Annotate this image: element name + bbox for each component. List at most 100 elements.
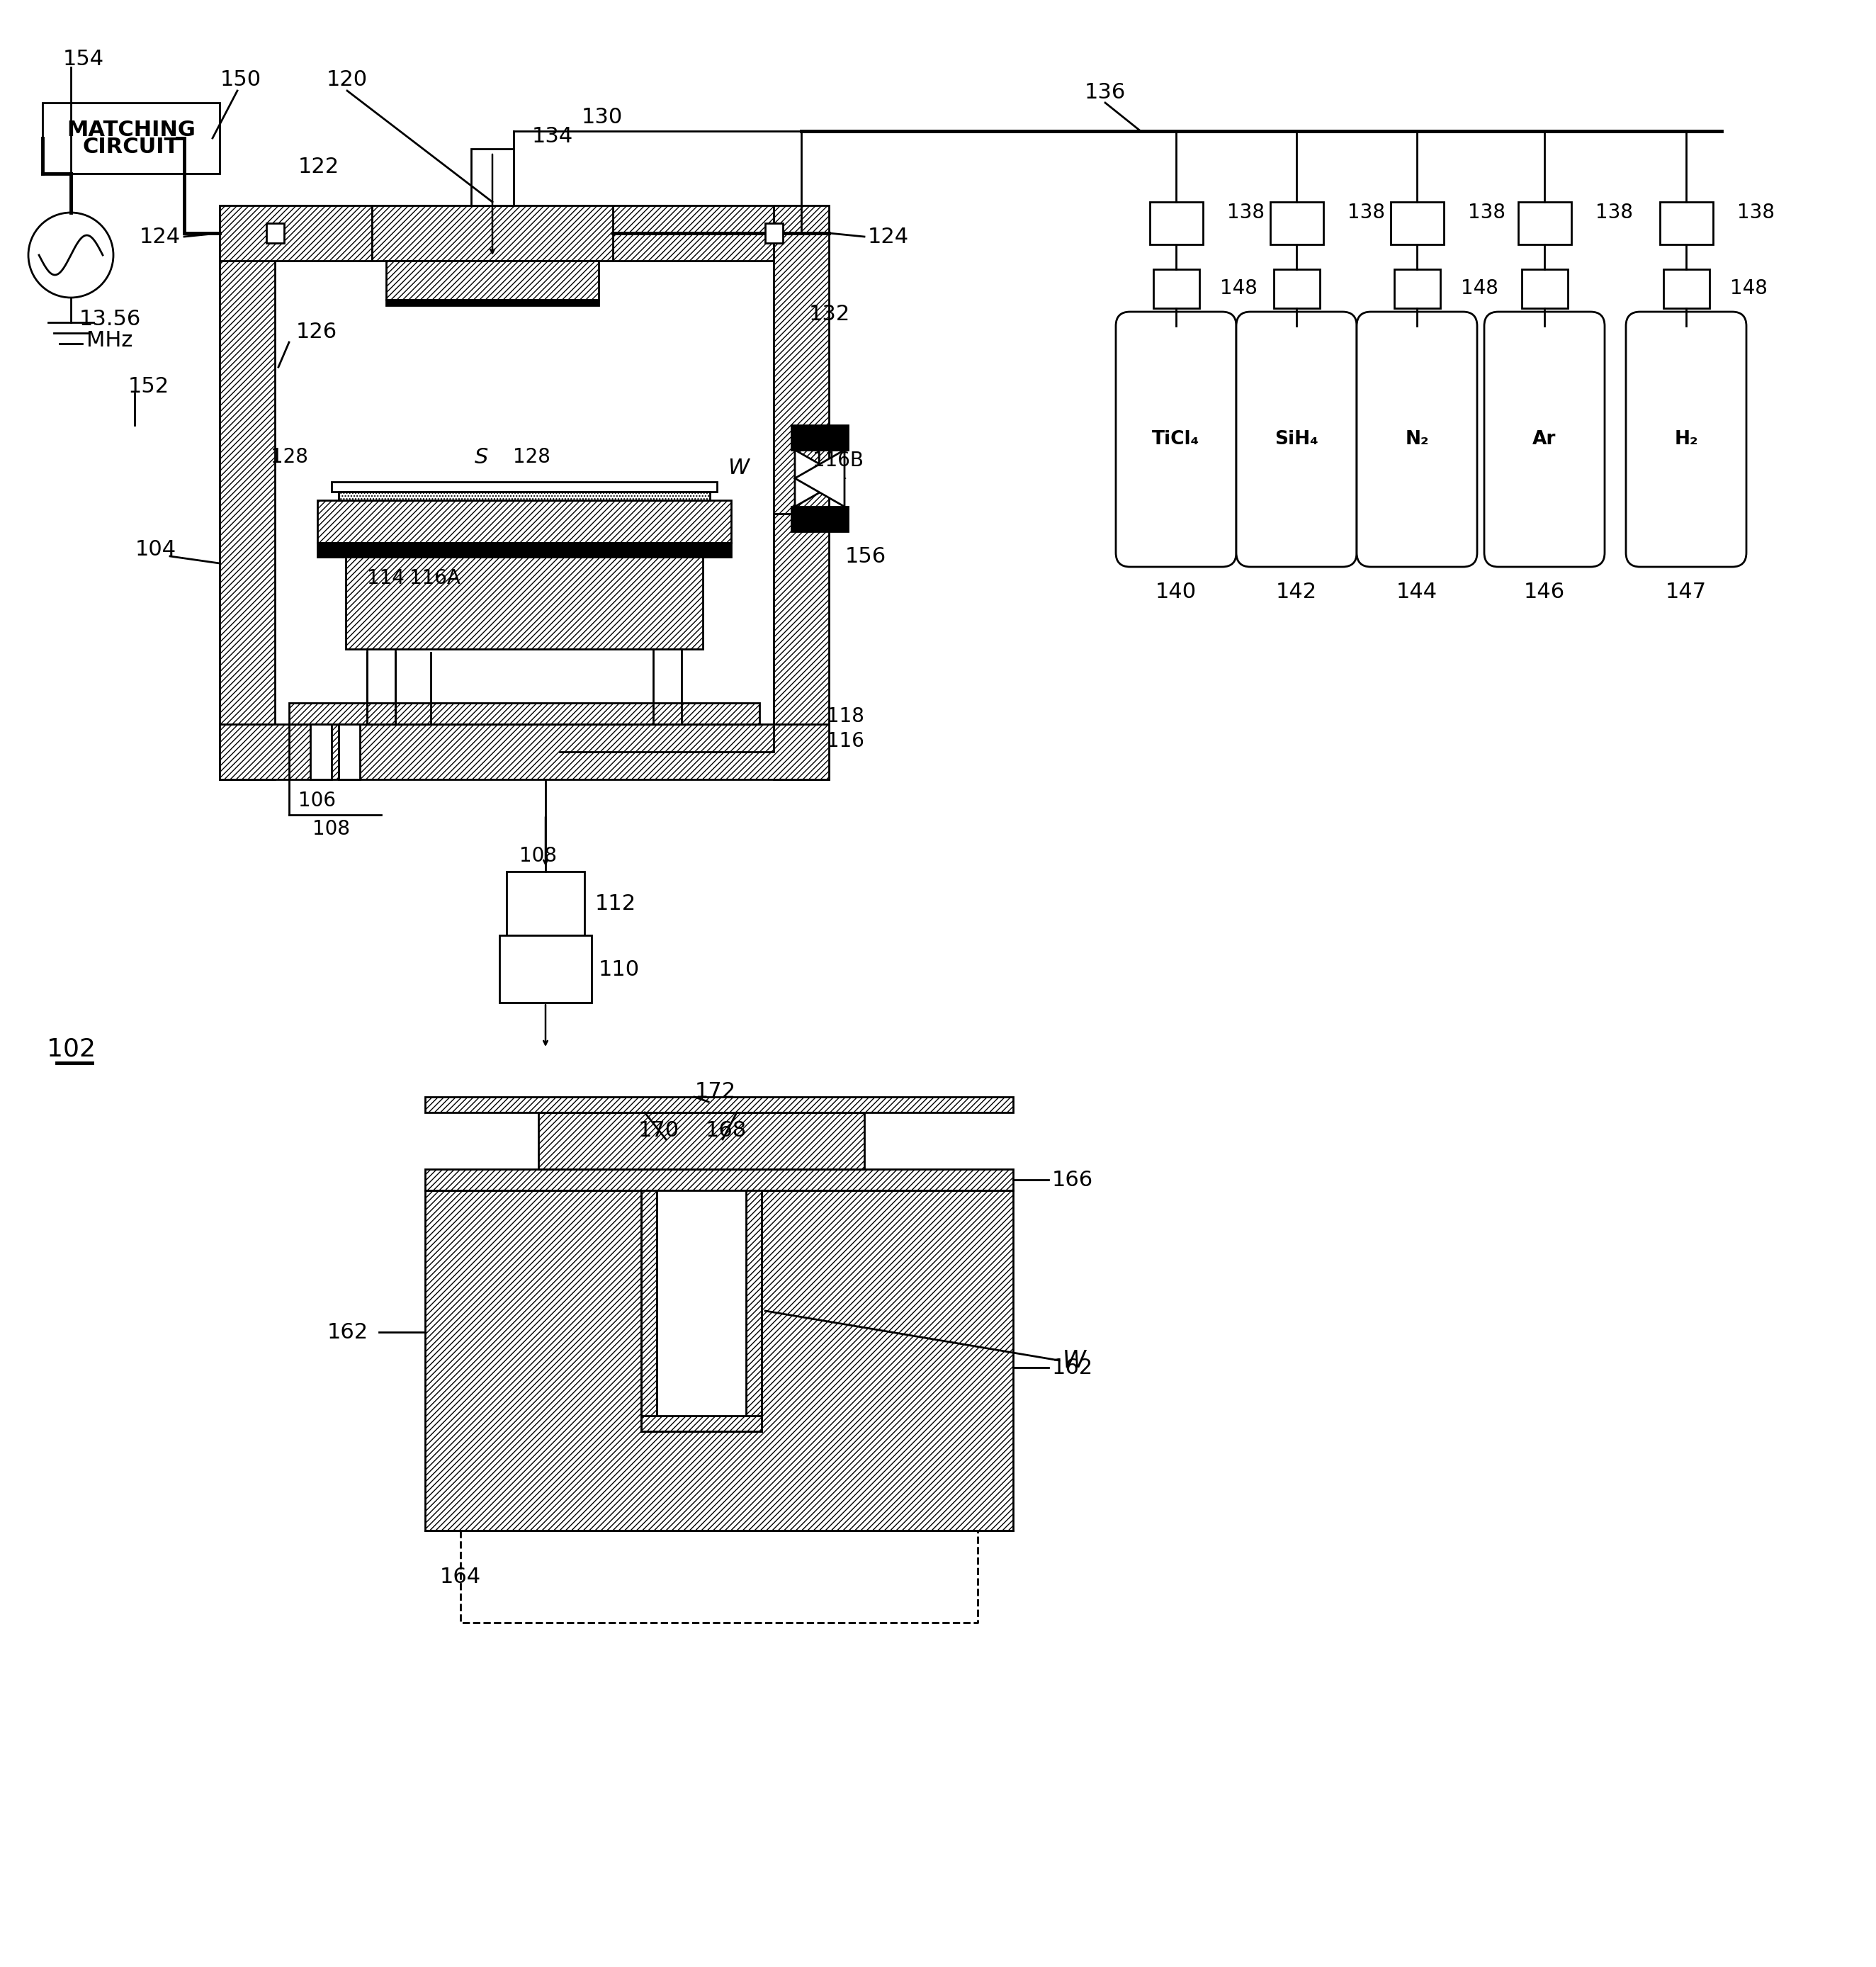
Bar bbox=[1150, 203, 1203, 244]
Text: 118: 118 bbox=[827, 706, 865, 726]
Bar bbox=[289, 702, 760, 724]
Text: 108: 108 bbox=[520, 846, 557, 865]
Bar bbox=[538, 1113, 865, 1168]
Text: 126: 126 bbox=[296, 321, 338, 342]
Bar bbox=[613, 205, 773, 262]
FancyBboxPatch shape bbox=[1236, 313, 1356, 566]
Bar bbox=[642, 1190, 762, 1432]
Bar bbox=[219, 205, 276, 779]
FancyBboxPatch shape bbox=[1626, 313, 1747, 566]
FancyBboxPatch shape bbox=[1484, 313, 1604, 566]
Text: 130: 130 bbox=[582, 106, 623, 128]
Text: 136: 136 bbox=[1084, 83, 1126, 102]
Text: TiCl₄: TiCl₄ bbox=[1152, 431, 1201, 448]
Bar bbox=[43, 102, 219, 173]
Text: 124: 124 bbox=[139, 226, 180, 248]
Bar bbox=[426, 1190, 1013, 1530]
Text: 162: 162 bbox=[326, 1322, 368, 1341]
Text: 104: 104 bbox=[135, 539, 176, 559]
Bar bbox=[371, 205, 613, 262]
Text: 124: 124 bbox=[869, 226, 910, 248]
Text: 138: 138 bbox=[1595, 203, 1632, 222]
Bar bbox=[1518, 203, 1572, 244]
Bar bbox=[747, 1190, 762, 1432]
Bar bbox=[386, 299, 598, 305]
Bar bbox=[642, 1190, 657, 1432]
Bar bbox=[310, 724, 332, 779]
Text: MHz: MHz bbox=[86, 330, 133, 350]
Text: 148: 148 bbox=[1219, 279, 1257, 299]
Text: S: S bbox=[475, 447, 488, 468]
Text: 132: 132 bbox=[809, 303, 850, 325]
Bar bbox=[426, 1098, 1013, 1113]
Bar bbox=[1154, 269, 1199, 309]
Bar bbox=[317, 500, 732, 543]
Bar bbox=[340, 492, 709, 500]
Text: 164: 164 bbox=[439, 1566, 480, 1587]
Bar bbox=[773, 205, 829, 779]
Text: 122: 122 bbox=[298, 155, 340, 177]
Bar bbox=[219, 724, 829, 779]
Text: 147: 147 bbox=[1666, 582, 1707, 602]
Bar bbox=[317, 543, 732, 557]
Text: CIRCUIT: CIRCUIT bbox=[83, 136, 180, 157]
Bar bbox=[426, 1168, 1013, 1190]
Text: 152: 152 bbox=[128, 376, 169, 397]
Bar bbox=[1664, 269, 1709, 309]
Text: 172: 172 bbox=[694, 1082, 735, 1102]
Text: H₂: H₂ bbox=[1673, 431, 1698, 448]
Text: 156: 156 bbox=[846, 547, 885, 566]
Text: 134: 134 bbox=[533, 126, 574, 146]
Bar bbox=[340, 724, 360, 779]
Text: W: W bbox=[1062, 1349, 1086, 1373]
Text: 120: 120 bbox=[326, 69, 368, 90]
Bar bbox=[266, 222, 283, 244]
Text: 148: 148 bbox=[1730, 279, 1767, 299]
Bar bbox=[345, 557, 704, 649]
Text: 112: 112 bbox=[595, 893, 636, 915]
Bar bbox=[219, 205, 371, 262]
FancyBboxPatch shape bbox=[1116, 313, 1236, 566]
Bar bbox=[332, 482, 717, 492]
Text: 138: 138 bbox=[1467, 203, 1505, 222]
Text: 138: 138 bbox=[1347, 203, 1384, 222]
Bar bbox=[499, 936, 591, 1003]
Bar bbox=[792, 425, 848, 450]
Text: 110: 110 bbox=[598, 960, 640, 980]
Text: 140: 140 bbox=[1156, 582, 1197, 602]
Text: 142: 142 bbox=[1276, 582, 1317, 602]
Text: 146: 146 bbox=[1523, 582, 1565, 602]
Text: 128: 128 bbox=[270, 447, 308, 466]
Polygon shape bbox=[795, 450, 844, 507]
Bar bbox=[657, 1190, 747, 1416]
Bar bbox=[792, 507, 848, 531]
Bar bbox=[1521, 269, 1568, 309]
Text: 138: 138 bbox=[1737, 203, 1775, 222]
Bar bbox=[1390, 203, 1445, 244]
Text: Ar: Ar bbox=[1533, 431, 1557, 448]
Text: 116B: 116B bbox=[812, 450, 863, 470]
Bar bbox=[1270, 203, 1323, 244]
Text: 108: 108 bbox=[313, 818, 351, 840]
Text: 154: 154 bbox=[64, 49, 105, 69]
FancyBboxPatch shape bbox=[1356, 313, 1476, 566]
Bar bbox=[765, 222, 782, 244]
Text: 166: 166 bbox=[1052, 1170, 1094, 1190]
Text: 150: 150 bbox=[219, 69, 261, 90]
Bar bbox=[386, 262, 598, 299]
Bar bbox=[1274, 269, 1321, 309]
Text: 138: 138 bbox=[1227, 203, 1264, 222]
Text: 128: 128 bbox=[512, 447, 550, 466]
Text: 114: 114 bbox=[368, 568, 405, 588]
Bar bbox=[507, 871, 585, 936]
Text: 106: 106 bbox=[298, 791, 336, 810]
Text: 13.56: 13.56 bbox=[79, 309, 141, 328]
Bar bbox=[642, 1416, 762, 1432]
Text: MATCHING: MATCHING bbox=[68, 120, 195, 140]
Text: W: W bbox=[728, 458, 749, 478]
Bar bbox=[1394, 269, 1441, 309]
Text: 144: 144 bbox=[1396, 582, 1437, 602]
Text: 116: 116 bbox=[827, 732, 865, 751]
Bar bbox=[471, 149, 514, 205]
Text: SiH₄: SiH₄ bbox=[1274, 431, 1319, 448]
